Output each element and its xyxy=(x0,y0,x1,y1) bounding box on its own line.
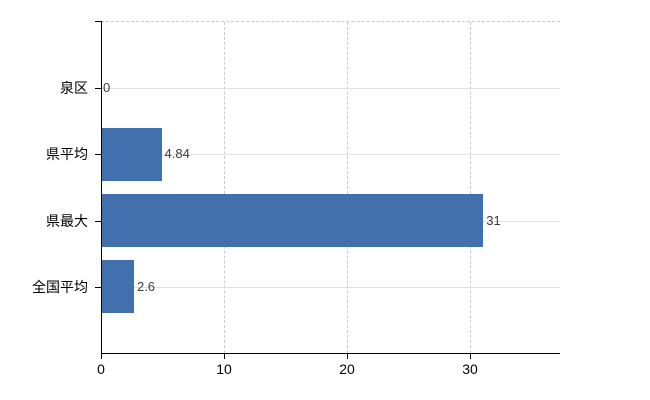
category-label: 県平均 xyxy=(46,146,88,163)
category-label: 泉区 xyxy=(60,80,88,97)
x-axis-tick xyxy=(101,353,102,359)
plot-top-boundary-line xyxy=(101,21,560,22)
bar-value-label: 31 xyxy=(486,212,501,228)
x-axis-tick xyxy=(470,353,471,359)
x-axis-tick xyxy=(347,353,348,359)
category-gridline xyxy=(102,286,560,288)
y-axis-line xyxy=(101,21,102,353)
x-tick-label: 10 xyxy=(216,361,232,377)
y-axis-top-tick xyxy=(95,21,101,22)
category-gridline xyxy=(102,88,560,90)
x-axis-line xyxy=(101,353,560,354)
value-gridline xyxy=(347,22,348,353)
category-label: 県最大 xyxy=(46,212,88,229)
category-label: 全国平均 xyxy=(32,278,88,295)
bar xyxy=(102,260,134,314)
y-axis-tick xyxy=(95,154,101,156)
x-tick-label: 30 xyxy=(462,361,478,377)
category-gridline xyxy=(102,154,560,156)
bar-value-label: 2.6 xyxy=(136,278,156,294)
bar xyxy=(102,194,484,248)
x-tick-label: 0 xyxy=(97,361,105,377)
y-axis-tick xyxy=(95,286,101,288)
bar xyxy=(102,127,162,181)
bar-value-label: 4.84 xyxy=(164,146,190,162)
y-axis-tick xyxy=(95,88,101,90)
y-axis-tick xyxy=(95,220,101,222)
value-gridline xyxy=(224,22,225,353)
value-gridline xyxy=(470,22,471,353)
x-axis-tick xyxy=(224,353,225,359)
bar-value-label: 0 xyxy=(103,80,111,96)
x-tick-label: 20 xyxy=(339,361,355,377)
